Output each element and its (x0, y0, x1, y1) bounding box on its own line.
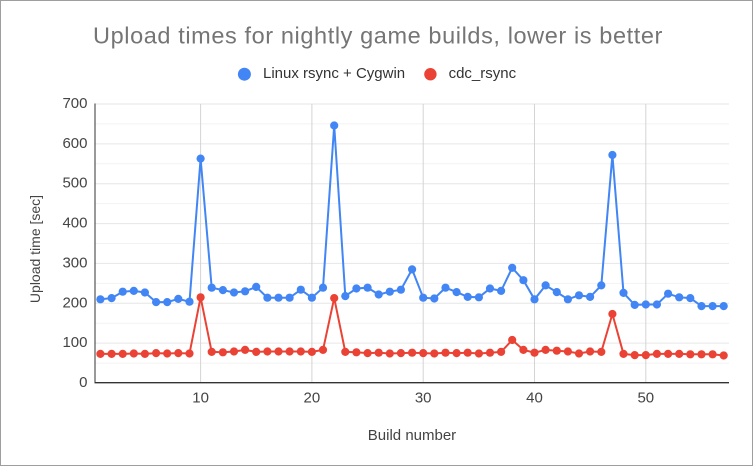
svg-text:cdc_rsync: cdc_rsync (449, 65, 517, 82)
svg-text:Build number: Build number (368, 427, 456, 444)
svg-text:10: 10 (192, 389, 209, 406)
svg-text:30: 30 (415, 389, 432, 406)
svg-text:Linux rsync + Cygwin: Linux rsync + Cygwin (263, 65, 405, 82)
svg-text:600: 600 (62, 135, 87, 152)
svg-text:700: 700 (62, 95, 87, 112)
svg-text:20: 20 (304, 389, 321, 406)
svg-text:0: 0 (79, 374, 87, 391)
svg-text:40: 40 (526, 389, 543, 406)
svg-text:500: 500 (62, 175, 87, 192)
svg-text:300: 300 (62, 254, 87, 271)
svg-text:400: 400 (62, 215, 87, 232)
svg-text:50: 50 (637, 389, 654, 406)
svg-text:Upload time [sec]: Upload time [sec] (27, 195, 43, 303)
svg-text:200: 200 (62, 294, 87, 311)
svg-text:Upload times for nightly game: Upload times for nightly game builds, lo… (93, 22, 663, 48)
svg-text:100: 100 (62, 334, 87, 351)
